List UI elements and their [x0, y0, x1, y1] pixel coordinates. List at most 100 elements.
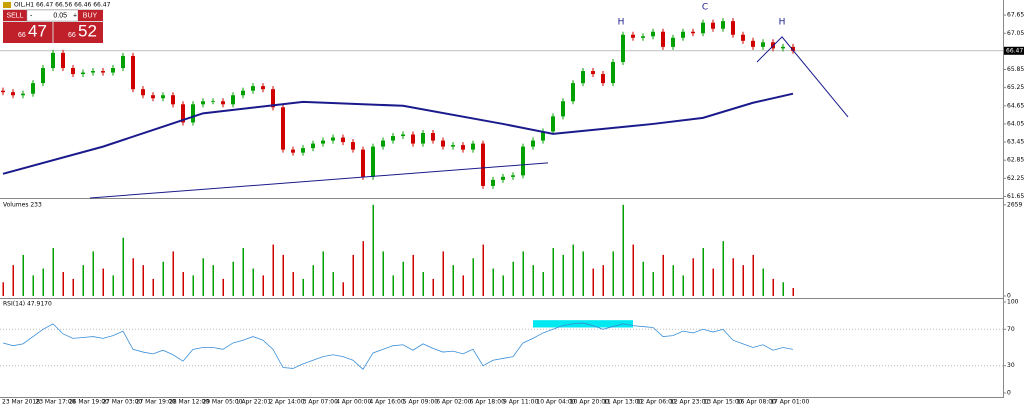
buy-price-small: 52 [78, 21, 97, 40]
lot-plus: + [73, 12, 77, 19]
x-tick-label: 23 Mar 2018 [2, 399, 40, 406]
x-tick-label: 10 Apr 04:00 [536, 399, 575, 406]
y-tick-label: 63.45 [1007, 139, 1024, 146]
candle-body [491, 179, 495, 186]
buy-label: BUY [83, 12, 98, 19]
volume-bar [702, 248, 704, 296]
candle-body [361, 149, 365, 177]
y-tick-label: 64.65 [1007, 102, 1024, 109]
candle-body [231, 95, 235, 105]
candle-body [611, 61, 615, 84]
volume-bar [102, 268, 104, 296]
buy-button[interactable] [78, 10, 103, 21]
candle-body [541, 131, 545, 141]
candle-body [21, 93, 25, 96]
volume-bar [82, 265, 84, 296]
candle-body [221, 101, 225, 105]
candle-body [741, 34, 745, 41]
volume-bar [502, 275, 504, 296]
rsi-tick-label: 100 [1007, 299, 1019, 306]
sell-price-box[interactable] [3, 22, 53, 43]
candle-body [181, 104, 185, 123]
candle-body [781, 46, 785, 49]
candle-body [101, 71, 105, 73]
candle-body [751, 40, 755, 47]
sell-label: SELL [6, 12, 23, 19]
annotation: H [779, 18, 786, 28]
sell-price-small: 47 [28, 21, 47, 40]
volume-bar [252, 268, 254, 296]
volume-bar [72, 278, 74, 296]
volume-bar [652, 272, 654, 296]
candle-body [601, 74, 605, 84]
volume-bar [482, 244, 484, 296]
candle-body [791, 46, 795, 51]
x-tick-label: 26 Mar 19:00 [69, 399, 109, 406]
candle-body [391, 136, 395, 141]
trade-panel: SELL - 0.05 + BUY 66 47 66 52 [3, 9, 103, 43]
volume-bar [752, 254, 754, 296]
annotation: H [618, 18, 625, 28]
sell-price-big: 66 [18, 32, 26, 39]
x-tick-label: 5 Apr 09:00 [403, 399, 438, 406]
volume-bar [12, 265, 14, 296]
candle-body [161, 95, 165, 99]
candle-body [551, 116, 555, 132]
candle-body [211, 101, 215, 103]
y-tick-label: 62.25 [1007, 175, 1024, 182]
x-tick-label: 6 Apr 02:00 [436, 399, 471, 406]
volume-bar [62, 272, 64, 296]
volume-bar [122, 237, 124, 296]
candle-body [241, 90, 245, 96]
volume-bar [132, 258, 134, 296]
x-tick-label: 27 Mar 03:00 [102, 399, 142, 406]
rsi-line [2, 322, 794, 370]
candle-body [81, 72, 85, 75]
x-tick-label: 28 Mar 12:00 [169, 399, 209, 406]
lot-minus: - [30, 12, 33, 19]
volume-bar [362, 241, 364, 296]
volume-bar [742, 265, 744, 296]
volume-bar [292, 272, 294, 296]
candle-body [521, 146, 525, 176]
candle-body [731, 21, 735, 35]
volume-title: Volumes 233 [3, 202, 42, 209]
volume-bar [572, 244, 574, 296]
volume-bar [692, 258, 694, 296]
volume-bar [152, 278, 154, 296]
candle-body [331, 137, 335, 141]
volume-bar [392, 275, 394, 296]
buy-price-box[interactable] [53, 22, 104, 43]
candle-body [31, 83, 35, 94]
volume-bar [22, 254, 24, 296]
candle-body [581, 71, 585, 84]
moving-average [2, 92, 794, 175]
volume-bar [352, 254, 354, 296]
candle-body [11, 92, 15, 96]
candle-body [681, 31, 685, 38]
sell-button[interactable] [3, 10, 27, 21]
candle-body [301, 148, 305, 153]
volume-bar [172, 251, 174, 296]
volume-bar [632, 244, 634, 296]
volume-bar [642, 261, 644, 296]
candle-body [291, 149, 295, 153]
volume-bar [672, 265, 674, 296]
volume-bar [602, 265, 604, 296]
volume-tick-label: 0 [1007, 293, 1011, 300]
volume-bar [512, 261, 514, 296]
volume-bar [332, 272, 334, 296]
volume-bar [402, 261, 404, 296]
candle-body [421, 133, 425, 144]
x-tick-label: 23 Mar 17:00 [35, 399, 75, 406]
rsi-tick-label: 0 [1007, 390, 1011, 397]
x-tick-label: 29 Mar 05:00 [202, 399, 242, 406]
x-tick-label: 2 Apr 14:00 [269, 399, 304, 406]
volume-bar [592, 268, 594, 296]
candle-body [471, 143, 475, 150]
candle-body [411, 134, 415, 144]
candle-body [381, 140, 385, 147]
rsi-tick-label: 30 [1007, 362, 1015, 369]
volume-bar [542, 272, 544, 296]
